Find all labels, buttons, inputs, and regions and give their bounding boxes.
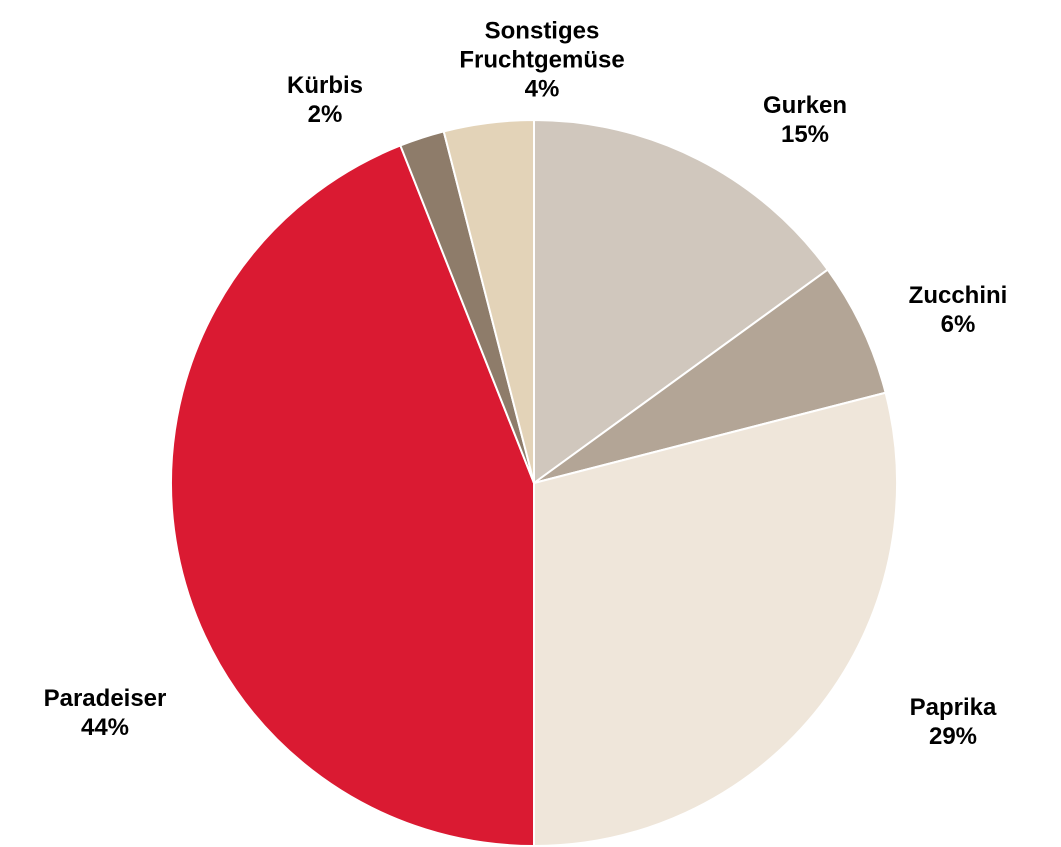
data-label: Zucchini 6% <box>843 281 1061 339</box>
value-label: 15% <box>780 121 830 148</box>
value-label: 4% <box>524 75 560 103</box>
data-label: Sonstiges Fruchtgemüse 4% <box>437 17 647 104</box>
category-label: Paradeiser <box>43 685 167 712</box>
category-label: Paprika <box>909 694 997 721</box>
value-label: 6% <box>940 311 976 338</box>
data-label: Paradeiser 44% <box>0 684 220 742</box>
pie-slice <box>533 268 887 484</box>
category-label: Zucchini <box>908 282 1008 309</box>
value-label: 2% <box>307 101 343 128</box>
category-label: Kürbis <box>286 72 363 99</box>
value-label: 44% <box>80 714 130 741</box>
pie-slice <box>533 118 830 485</box>
pie-slice <box>170 144 535 847</box>
data-label: Gurken 15% <box>690 91 920 149</box>
data-label: Kürbis 2% <box>210 71 440 129</box>
value-label: 29% <box>928 723 978 750</box>
category-label: Gurken <box>762 92 848 119</box>
pie-slice <box>442 118 535 484</box>
data-label: Paprika 29% <box>838 693 1061 751</box>
pie-slice <box>533 391 898 847</box>
category-label: Sonstiges Fruchtgemüse <box>459 17 625 74</box>
